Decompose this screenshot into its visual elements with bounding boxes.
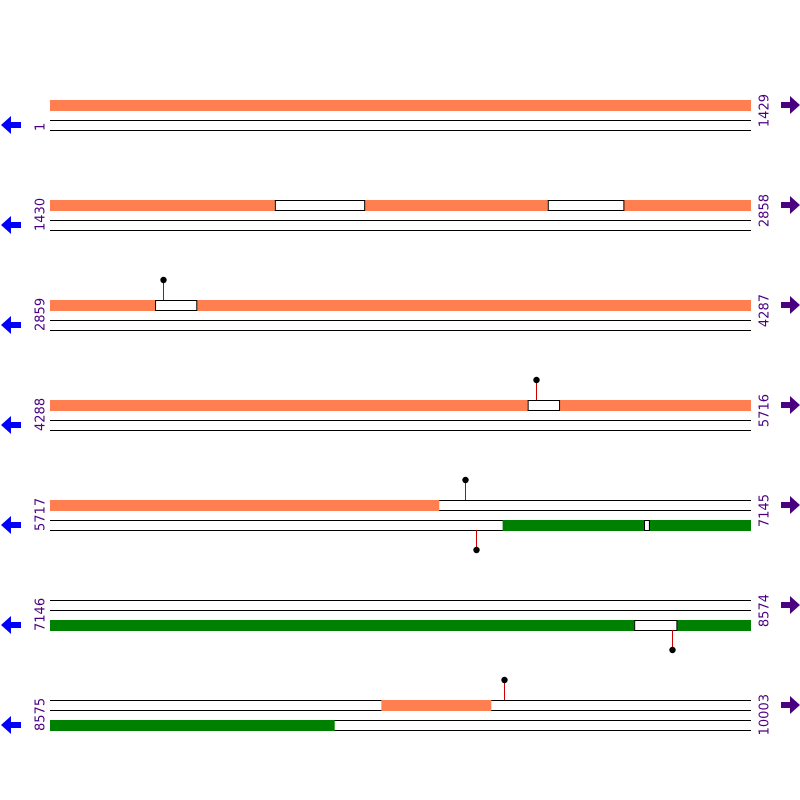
left-arrow-icon (1, 316, 21, 334)
end-position-label: 4287 (758, 294, 773, 327)
forward-feature-segment (196, 300, 751, 311)
sequence-row: 2859 4287 (1, 276, 800, 334)
sequence-row: 8575 10003 (1, 676, 800, 735)
start-position-label: 8575 (34, 698, 49, 731)
left-arrow-icon (1, 616, 21, 634)
right-arrow-icon (781, 196, 800, 214)
marker-head (501, 676, 508, 684)
forward-gap-box (274, 200, 366, 211)
sequence-rows: 1 1429 1430 2858 2859 4287 4288 5716 5717 7145 714… (1, 94, 800, 735)
left-arrow-icon (1, 116, 21, 134)
forward-feature-segment (50, 200, 275, 211)
left-arrow-icon (1, 716, 21, 734)
sequence-row: 1430 2858 (1, 194, 800, 234)
sequence-row: 1 1429 (1, 94, 800, 134)
end-position-label: 1429 (758, 94, 773, 127)
left-arrow-icon (1, 516, 21, 534)
end-position-label: 7145 (758, 494, 773, 527)
forward-feature-segment (50, 500, 440, 511)
right-arrow-icon (781, 96, 800, 114)
forward-feature-segment (50, 300, 156, 311)
reverse-feature-segment (50, 720, 335, 731)
start-position-label: 2859 (34, 298, 49, 331)
marker-head (160, 276, 167, 284)
right-arrow-icon (781, 496, 800, 514)
reverse-feature-segment (502, 520, 644, 531)
forward-feature-segment (559, 400, 751, 411)
right-arrow-icon (781, 596, 800, 614)
left-arrow-icon (1, 416, 21, 434)
marker-head (462, 476, 469, 484)
forward-gap-box (527, 400, 561, 411)
reverse-gap-box (643, 520, 650, 531)
forward-feature-segment (50, 400, 528, 411)
marker-head (533, 376, 540, 384)
end-position-label: 2858 (758, 194, 773, 227)
right-arrow-icon (781, 696, 800, 714)
end-position-label: 10003 (758, 694, 773, 735)
sequence-row: 4288 5716 (1, 376, 800, 434)
end-position-label: 5716 (758, 394, 773, 427)
marker-head (669, 646, 676, 654)
start-position-label: 7146 (34, 598, 49, 631)
sequence-row: 5717 7145 (1, 476, 800, 554)
forward-gap-box (547, 200, 625, 211)
reverse-gap-box (634, 620, 678, 631)
forward-gap-box (155, 300, 198, 311)
reverse-feature-segment (648, 520, 751, 531)
sequence-row: 7146 8574 (1, 594, 800, 654)
forward-feature-segment (50, 100, 751, 111)
forward-feature-segment (381, 700, 492, 711)
start-position-label: 1430 (34, 198, 49, 231)
forward-feature-segment (623, 200, 751, 211)
start-position-label: 4288 (34, 398, 49, 431)
start-position-label: 5717 (34, 498, 49, 531)
right-arrow-icon (781, 296, 800, 314)
right-arrow-icon (781, 396, 800, 414)
end-position-label: 8574 (758, 594, 773, 627)
reverse-feature-segment (50, 620, 635, 631)
start-position-label: 1 (34, 123, 49, 131)
reverse-feature-segment (676, 620, 751, 631)
forward-feature-segment (364, 200, 548, 211)
marker-head (473, 546, 480, 554)
left-arrow-icon (1, 216, 21, 234)
